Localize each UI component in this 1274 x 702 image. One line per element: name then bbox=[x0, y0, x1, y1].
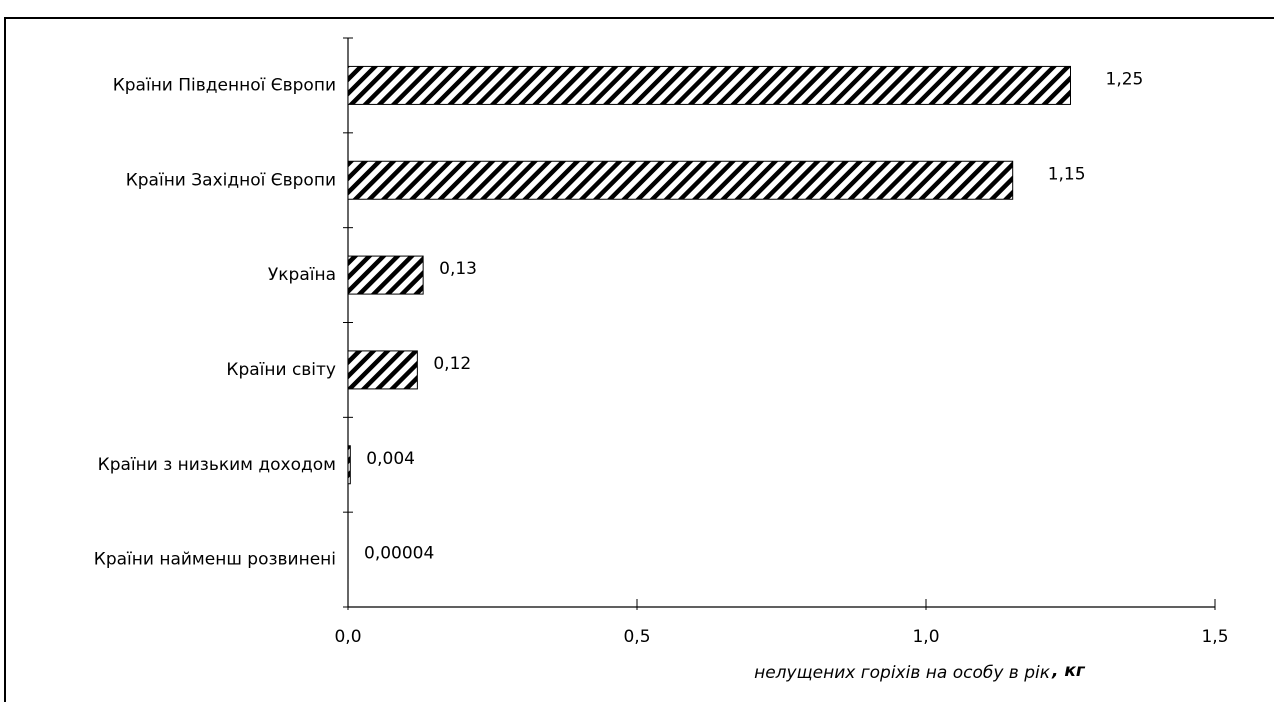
x-axis-unit: , кг bbox=[1051, 661, 1086, 681]
y-tick-label: Україна bbox=[268, 265, 336, 285]
bar bbox=[347, 445, 351, 485]
value-label: 0,12 bbox=[433, 354, 471, 374]
value-label: 1,25 bbox=[1106, 69, 1144, 89]
bar bbox=[347, 255, 424, 295]
x-tick-label: 0,5 bbox=[623, 627, 650, 647]
y-tick-label: Країни з низьким доходом bbox=[98, 455, 336, 475]
value-label: 0,004 bbox=[366, 449, 415, 469]
bar bbox=[347, 350, 418, 390]
x-tick-label: 0,0 bbox=[334, 627, 361, 647]
x-axis-label: нелущених горіхів на особу в рік bbox=[754, 663, 1051, 683]
y-tick-label: Країни світу bbox=[226, 360, 336, 380]
chart-border bbox=[4, 17, 1274, 702]
value-label: 1,15 bbox=[1048, 164, 1086, 184]
x-tick-label: 1,0 bbox=[912, 627, 939, 647]
x-tick-label: 1,5 bbox=[1201, 627, 1228, 647]
y-tick-label: Країни найменш розвинені bbox=[94, 550, 336, 570]
value-label: 0,00004 bbox=[364, 544, 434, 564]
y-tick-label: Країни Південної Європи bbox=[113, 75, 336, 95]
bar bbox=[347, 65, 1071, 105]
value-label: 0,13 bbox=[439, 259, 477, 279]
y-tick-label: Країни Західної Європи bbox=[126, 170, 336, 190]
bar bbox=[347, 160, 1014, 200]
